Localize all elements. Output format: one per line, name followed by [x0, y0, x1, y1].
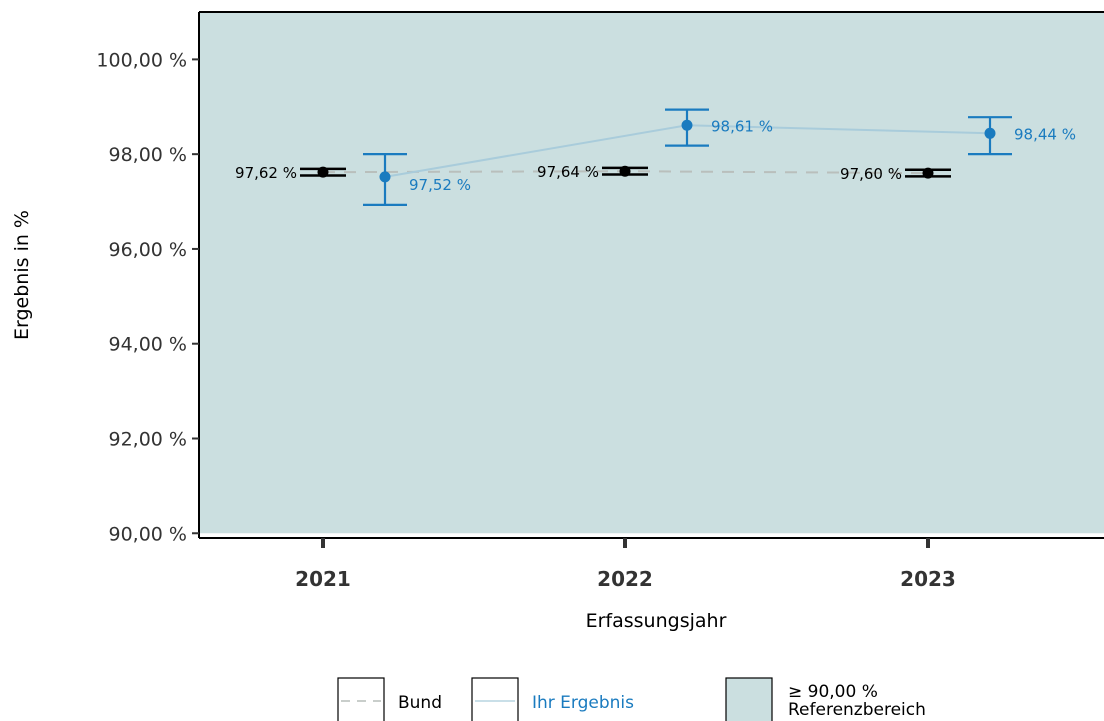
legend-label-bund: Bund	[398, 693, 442, 713]
y-tick-label: 92,00 %	[109, 428, 188, 450]
legend-key-ihr-ergebnis	[471, 677, 519, 721]
legend-label-referenzbereich: Referenzbereich	[788, 700, 926, 720]
point-bund	[317, 166, 329, 178]
legend-key-referenzbereich	[725, 677, 773, 721]
y-axis-title: Ergebnis in %	[11, 210, 33, 340]
y-tick-label: 90,00 %	[109, 523, 188, 545]
y-axis-ticks: 90,00 % 92,00 % 94,00 % 96,00 % 98,00 % 100,0…	[96, 49, 199, 545]
data-label-ihr-ergebnis: 98,61 %	[711, 117, 773, 135]
y-tick-label: 94,00 %	[109, 334, 188, 356]
legend: Bund Ihr Ergebnis ≥ 90,00 % Referenzbere…	[337, 677, 926, 721]
point-ihr-ergebnis	[379, 171, 391, 183]
point-ihr-ergebnis	[681, 119, 693, 131]
x-axis-title: Erfassungsjahr	[586, 610, 727, 632]
x-tick-label: 2021	[295, 567, 351, 591]
point-bund	[922, 167, 934, 179]
data-label-bund: 97,60 %	[840, 165, 902, 183]
data-label-bund: 97,64 %	[537, 163, 599, 181]
y-tick-label: 98,00 %	[109, 144, 188, 166]
x-tick-label: 2022	[597, 567, 653, 591]
legend-key-bund	[337, 677, 385, 721]
data-label-bund: 97,62 %	[235, 164, 297, 182]
y-tick-label: 100,00 %	[96, 49, 187, 71]
x-tick-label: 2023	[900, 567, 956, 591]
data-marks: 97,62 % 97,64 % 97,60 % 97,52 % 98,61 % 98,44…	[235, 108, 1076, 206]
legend-label-referenzbereich-value: ≥ 90,00 %	[788, 682, 878, 702]
y-tick-label: 96,00 %	[109, 239, 188, 261]
point-ihr-ergebnis	[984, 127, 996, 139]
x-axis-ticks: 2021 2022 2023	[295, 538, 956, 591]
legend-label-ihr-ergebnis: Ihr Ergebnis	[532, 693, 634, 713]
reference-area	[199, 12, 1104, 534]
data-label-ihr-ergebnis: 97,52 %	[409, 176, 471, 194]
data-label-ihr-ergebnis: 98,44 %	[1014, 125, 1076, 143]
point-bund	[619, 165, 631, 177]
